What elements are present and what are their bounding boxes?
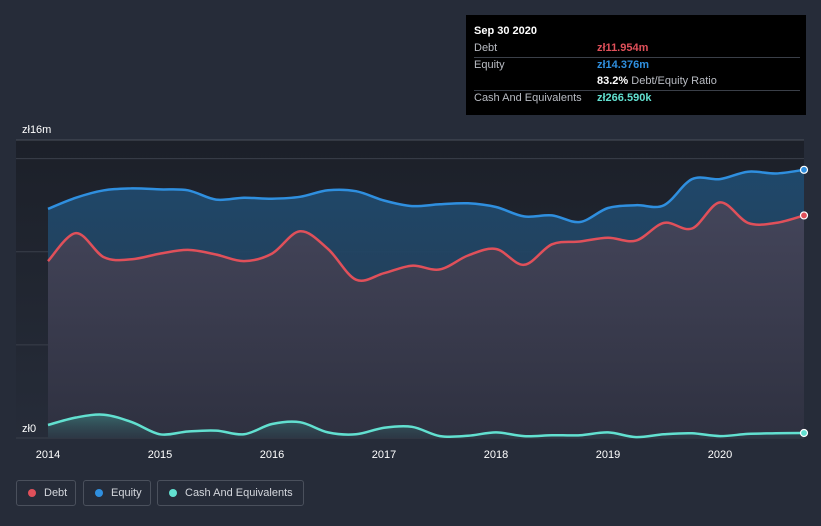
y-tick-label-top: zł16m (22, 124, 51, 136)
series-areas (48, 169, 804, 439)
x-tick-label: 2014 (36, 449, 60, 461)
series-end-markers (799, 165, 809, 438)
tooltip-divider (474, 90, 800, 91)
cash-line (47, 413, 805, 439)
x-tick-label: 2020 (708, 449, 732, 461)
debt-line (47, 201, 805, 282)
equity-dot-icon (95, 489, 103, 497)
legend-item-cash[interactable]: Cash And Equivalents (157, 480, 304, 506)
tooltip-equity-label: Equity (474, 59, 505, 71)
debt-end-marker[interactable] (799, 211, 809, 220)
legend-label-debt: Debt (44, 487, 68, 499)
tooltip-equity-row: Equity zł14.376m (474, 59, 800, 75)
cash-end-marker[interactable] (799, 428, 809, 438)
tooltip-date: Sep 30 2020 (474, 25, 537, 37)
x-tick-label: 2015 (148, 449, 172, 461)
x-tick-label: 2016 (260, 449, 284, 461)
tooltip-cash-row: Cash And Equivalents zł266.590k (474, 92, 800, 108)
tooltip-cash-label: Cash And Equivalents (474, 92, 582, 104)
cash-dot-icon (169, 489, 177, 497)
tooltip-panel: Sep 30 2020 Debt zł11.954m Equity zł14.3… (466, 15, 806, 115)
y-tick-label-zero: zł0 (22, 423, 36, 435)
cash-area (48, 414, 804, 438)
tooltip-cash-value: zł266.590k (597, 92, 652, 104)
legend-label-cash: Cash And Equivalents (185, 487, 293, 499)
tooltip-debt-value: zł11.954m (597, 42, 649, 54)
tooltip-ratio-row: 83.2% Debt/Equity Ratio (474, 75, 800, 91)
tooltip-ratio-label: Debt/Equity Ratio (631, 75, 717, 87)
x-tick-label: 2018 (484, 449, 508, 461)
tooltip-ratio-value: 83.2% (597, 75, 629, 87)
x-tick-label: 2019 (596, 449, 620, 461)
x-tick-label: 2017 (372, 449, 396, 461)
tooltip-divider (474, 57, 800, 58)
axes: zł16m zł0 2014 2015 2016 2017 2018 2019 2020 (22, 124, 732, 461)
debt-dot-icon (28, 489, 36, 497)
equity-end-marker[interactable] (799, 165, 809, 174)
tooltip-equity-value: zł14.376m (597, 59, 649, 71)
legend-item-equity[interactable]: Equity (83, 480, 151, 506)
legend-item-debt[interactable]: Debt (16, 480, 76, 506)
equity-line (47, 168, 805, 224)
tooltip-debt-row: Debt zł11.954m (474, 42, 800, 58)
series-lines (47, 168, 805, 439)
tooltip-debt-label: Debt (474, 42, 498, 54)
legend-label-equity: Equity (111, 487, 142, 499)
